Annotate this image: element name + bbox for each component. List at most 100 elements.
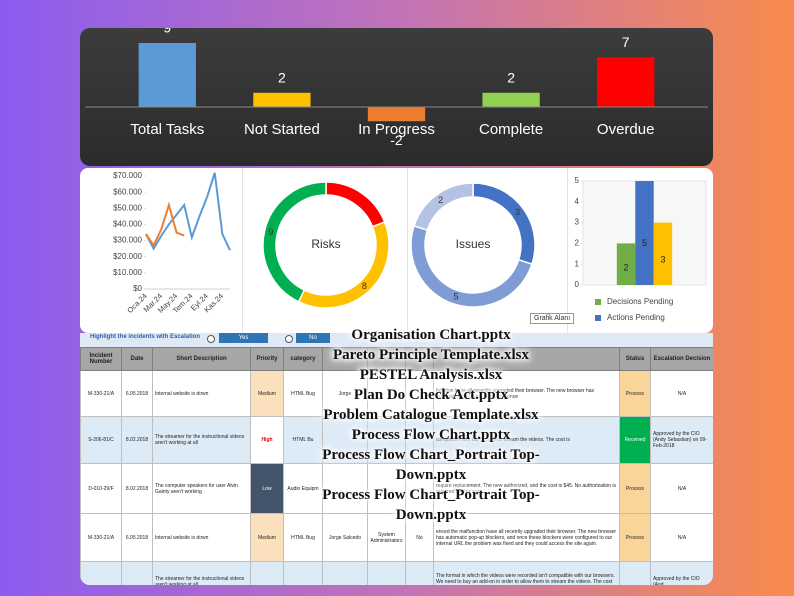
y-tick-label: 3 (575, 218, 580, 227)
table-cell: 6.05.2018 (121, 513, 153, 562)
table-cell: compatible with our browsers. stream the… (433, 416, 620, 464)
line-series (145, 172, 231, 251)
no-button[interactable]: No (296, 333, 330, 343)
bar (653, 222, 673, 285)
donut-segment (472, 182, 536, 266)
file-name: PESTEL Analysis.xlsx (359, 367, 503, 383)
table-cell: Process (619, 370, 651, 417)
file-name: Pareto Principle Template.xlsx (333, 347, 529, 363)
line-series (145, 201, 185, 248)
header-cell (405, 347, 434, 371)
table-cell (367, 561, 406, 585)
table-row: The streamer for the instructional video… (80, 561, 713, 585)
y-tick-label: $10.000 (113, 268, 142, 277)
table-row: M-330-21/A 6.05.2018 Internal website is d… (80, 370, 713, 417)
table-row: M-330-21/A 6.05.2018 Internal website is d… (80, 513, 713, 562)
yes-button[interactable]: Yes (219, 333, 268, 343)
legend-label: Actions Pending (607, 313, 665, 322)
incident-panel: Highlight the incidents with Escalation … (80, 333, 713, 585)
y-tick-label: $70.000 (113, 171, 142, 180)
data-label: 3 (515, 207, 520, 217)
header-cell: Date (121, 347, 153, 371)
header-cell: Incident Number (80, 347, 122, 371)
table-cell (367, 463, 406, 514)
header-cell: Escalation Decision (650, 347, 713, 371)
bar (138, 43, 196, 107)
table-cell: Jorge (322, 370, 368, 417)
bar (597, 57, 655, 107)
table-cell: The format in which the videos were reco… (433, 561, 620, 585)
issues-chart: 3 5 2 Issues (407, 168, 536, 333)
chart-title: Issues (456, 237, 491, 251)
bar (367, 107, 426, 122)
table-cell: N/A (650, 513, 713, 562)
file-name: Process Flow Chart_Portrait Top-Down.ppt… (322, 447, 540, 483)
data-label: 2 (278, 69, 286, 85)
incident-table: Incident Number Date Short Description Prio… (80, 347, 713, 585)
task-chart: 9 Total Tasks 2 Not Started -2In Progress 2 Co… (85, 28, 708, 148)
cost-chart: $0 $10.000 $20.000 $30.000 $40.000 $50.000 $60… (113, 171, 231, 315)
table-cell: N/A (650, 463, 713, 514)
table-cell: Low (250, 463, 284, 514)
donut-segment (325, 181, 386, 228)
data-label: 9 (163, 28, 171, 36)
header-cell (367, 347, 406, 371)
bar (253, 92, 311, 107)
table-cell: enced the malfunction have all recently … (433, 513, 620, 562)
y-tick-label: 5 (575, 176, 580, 185)
table-cell: No (405, 513, 434, 562)
y-tick-label: $0 (133, 284, 142, 293)
table-cell (405, 561, 434, 585)
data-label: 2 (507, 69, 515, 85)
table-cell: function have all recently upgraded thei… (433, 370, 620, 417)
file-name: Process Flow Chart_Portrait Top-Down.ppt… (322, 487, 540, 523)
table-cell: M-330-21/A (80, 513, 122, 562)
data-label: 9 (268, 227, 273, 237)
x-tick-label: Overdue (597, 121, 655, 138)
y-tick-label: 1 (575, 259, 580, 268)
table-cell: 6.05.2018 (121, 370, 153, 417)
bar (616, 243, 636, 285)
table-cell: High (250, 416, 284, 464)
legend-swatch (595, 299, 601, 305)
table-cell: Process (619, 513, 651, 562)
x-tick-label: Complete (479, 121, 543, 138)
table-cell: Internal website is down (152, 370, 251, 417)
data-label: 5 (642, 238, 647, 248)
tooltip: Grafik Alanı (530, 313, 575, 324)
chart-panel: $0 $10.000 $20.000 $30.000 $40.000 $50.000 $60… (80, 168, 713, 333)
table-cell: Approved by the CIO (And (650, 561, 713, 585)
pending-chart: 0 1 2 3 4 5 2 5 3 Decisions Pending Actions Pendin… (567, 168, 707, 333)
table-cell: Internal website is down (152, 513, 251, 562)
table-cell: Received (619, 416, 651, 464)
y-tick-label: 0 (575, 280, 580, 289)
legend-swatch (595, 315, 601, 321)
table-cell: Audio Equipm (283, 463, 323, 514)
donut-segment (262, 181, 327, 303)
header-cell: category (283, 347, 323, 371)
table-cell: M-330-21/A (80, 370, 122, 417)
x-tick-label: In Progress (358, 121, 435, 138)
table-cell: The streamer for the instructional video… (152, 416, 251, 464)
donut-segment (413, 182, 474, 232)
legend-label: Decisions Pending (607, 297, 673, 306)
table-cell (619, 561, 651, 585)
header-cell: Priority (250, 347, 284, 371)
radio-no[interactable] (285, 335, 293, 343)
highlight-label: Highlight the incidents with Escalation (90, 334, 201, 340)
table-row: S-206-81/C 8.02.2018 The streamer for the … (80, 416, 713, 464)
y-tick-label: 4 (575, 197, 580, 206)
header-cell: Short Description (152, 347, 251, 371)
file-name: Problem Catalogue Template.xlsx (323, 407, 539, 423)
bar (482, 92, 540, 107)
table-row: D-010-29/F 8.02.2018 The computer speakers… (80, 463, 713, 514)
table-cell: 8.02.2018 (121, 463, 153, 514)
radio-yes[interactable] (207, 335, 215, 343)
y-tick-label: $30.000 (113, 236, 142, 245)
data-label: -2 (390, 132, 403, 148)
table-cell: Process (619, 463, 651, 514)
table-cell: Approved by the CIO (Andy Sebastian) on … (650, 416, 713, 464)
table-cell (405, 370, 434, 417)
table-cell (367, 416, 406, 464)
